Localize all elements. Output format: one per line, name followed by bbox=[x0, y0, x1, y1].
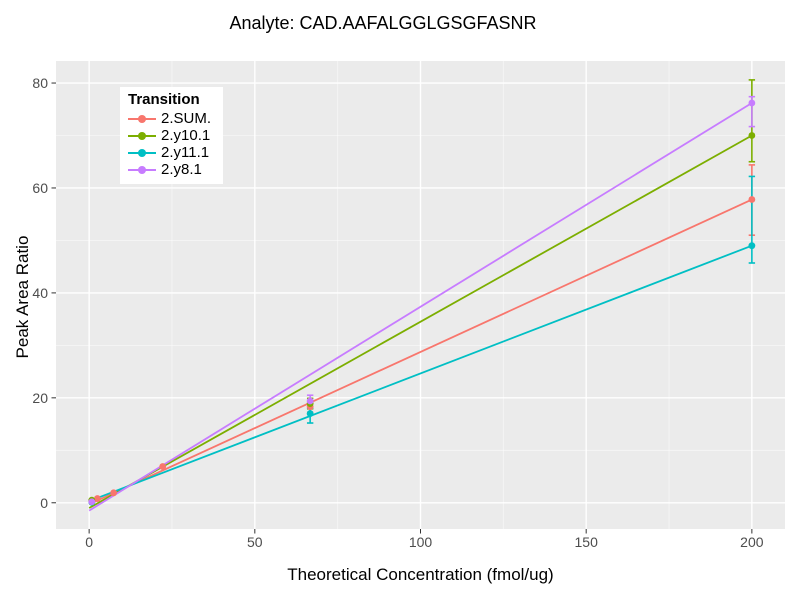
data-point bbox=[306, 410, 314, 417]
legend-item: 2.SUM. bbox=[128, 110, 211, 127]
legend-label: 2.y11.1 bbox=[161, 144, 210, 161]
legend-item: 2.y10.1 bbox=[128, 127, 211, 144]
x-tick-label: 150 bbox=[575, 534, 599, 550]
data-point bbox=[110, 489, 118, 497]
x-tick-label: 200 bbox=[740, 534, 764, 550]
legend-items: 2.SUM. 2.y10.1 2.y11.1 2.y8.1 bbox=[128, 110, 211, 178]
legend-label: 2.SUM. bbox=[161, 110, 212, 127]
x-axis-title: Theoretical Concentration (fmol/ug) bbox=[287, 565, 554, 584]
x-tick-label: 0 bbox=[85, 534, 93, 550]
legend-key-line-dot-icon bbox=[128, 146, 156, 160]
data-point bbox=[306, 397, 314, 405]
y-axis-title: Peak Area Ratio bbox=[13, 235, 32, 359]
x-tick-label: 50 bbox=[247, 534, 263, 550]
y-tick-label: 0 bbox=[40, 495, 48, 511]
legend-key-dot bbox=[138, 148, 146, 157]
y-tick-label: 40 bbox=[32, 285, 48, 301]
legend-title: Transition bbox=[128, 91, 200, 108]
trend-line bbox=[88, 198, 753, 506]
legend-key-dot bbox=[138, 131, 146, 140]
data-point bbox=[159, 463, 167, 470]
legend: Transition 2.SUM. 2.y10.1 2.y11.1 2.y8.1 bbox=[120, 87, 224, 184]
legend-key-line-dot-icon bbox=[128, 129, 156, 143]
legend-key-line-dot-icon bbox=[128, 112, 156, 126]
data-point bbox=[748, 242, 756, 250]
legend-label: 2.y10.1 bbox=[161, 127, 211, 144]
y-tick-label: 20 bbox=[32, 390, 48, 406]
legend-item: 2.y11.1 bbox=[128, 144, 211, 161]
data-point bbox=[748, 99, 756, 107]
legend-item: 2.y8.1 bbox=[128, 161, 211, 178]
legend-key-dot bbox=[138, 114, 146, 123]
data-point bbox=[94, 495, 101, 502]
x-tick-label: 100 bbox=[409, 534, 433, 550]
trend-line bbox=[88, 244, 753, 503]
chart-title: Analyte: CAD.AAFALGGLGSGFASNR bbox=[229, 13, 537, 33]
trend-line bbox=[88, 102, 753, 512]
legend-key-dot bbox=[138, 165, 146, 174]
data-point bbox=[748, 132, 756, 139]
legend-label: 2.y8.1 bbox=[161, 161, 202, 178]
trend-line bbox=[88, 134, 753, 509]
y-tick-label: 60 bbox=[32, 180, 48, 196]
y-tick-label: 80 bbox=[32, 75, 48, 91]
data-point bbox=[88, 498, 96, 506]
data-point bbox=[748, 196, 756, 203]
legend-key-line-dot-icon bbox=[128, 163, 156, 177]
